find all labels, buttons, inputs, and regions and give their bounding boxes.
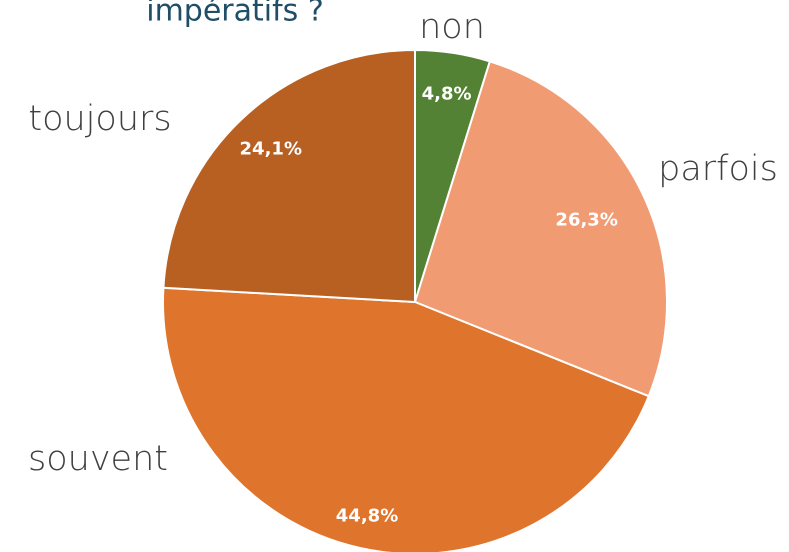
category-label: non [419,7,485,47]
data-label: 24,1% [240,138,302,159]
category-label: toujours [28,99,171,139]
data-label: 4,8% [422,83,472,104]
chart-title: impératifs ? [146,0,324,29]
data-label: 44,8% [336,506,398,527]
data-label: 26,3% [555,210,617,231]
category-label: parfois [658,149,778,189]
pie-slice [413,60,668,398]
category-label: souvent [28,439,168,479]
pie-slice [162,48,416,304]
pie-slice [162,286,651,552]
